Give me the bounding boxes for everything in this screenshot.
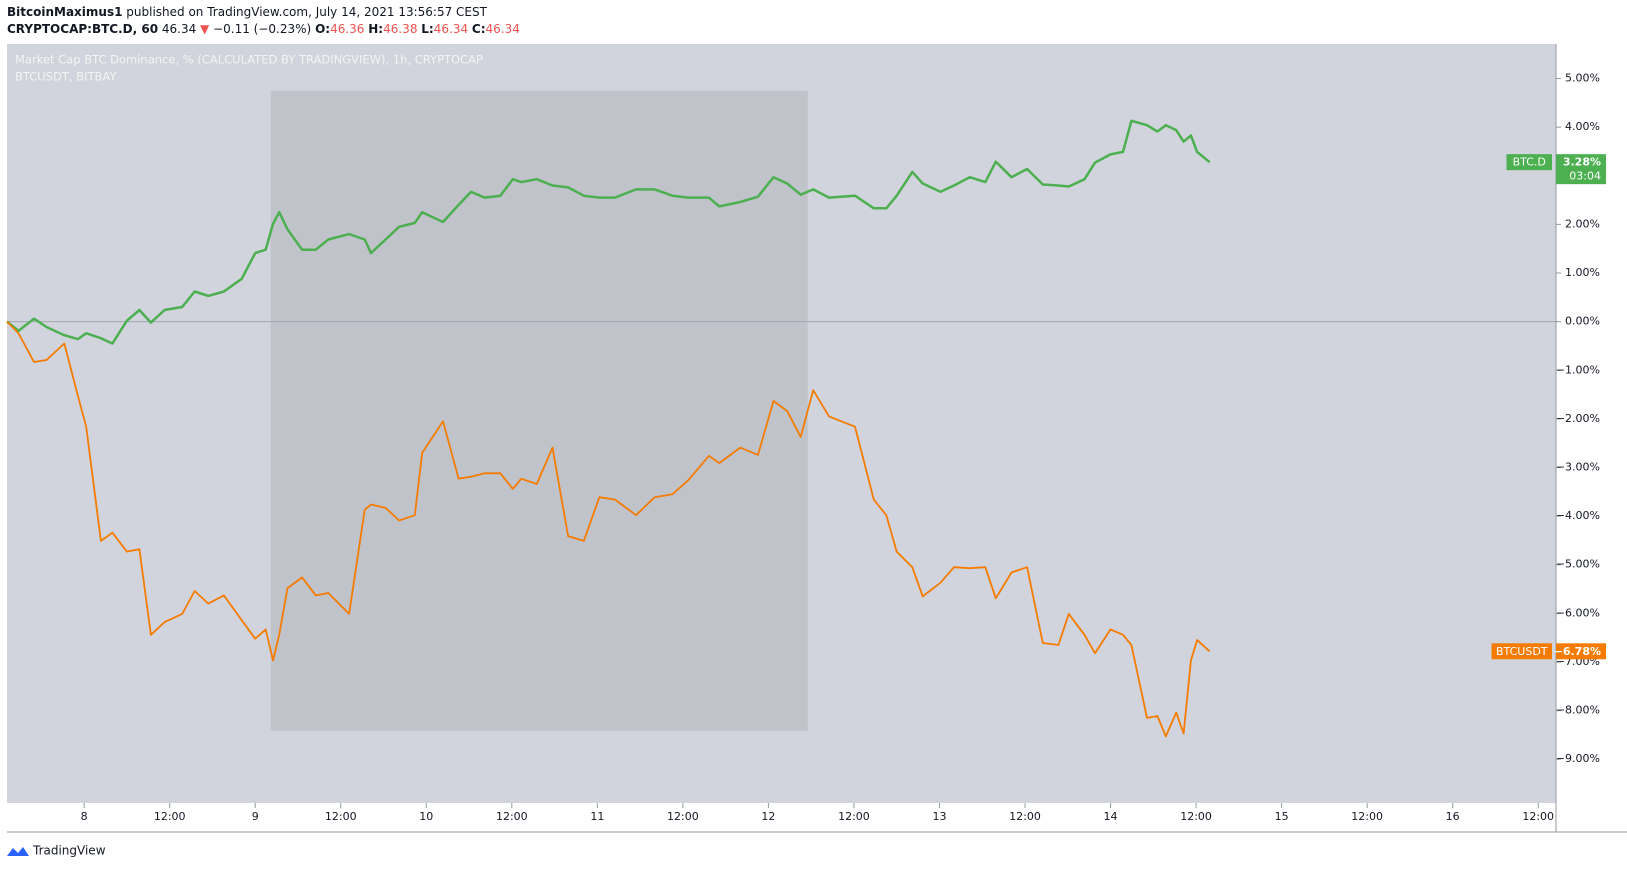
y-tick-label: −8.00% — [1556, 704, 1600, 717]
series-line — [6, 119, 1211, 345]
name-badge-text: BTC.D — [1513, 156, 1546, 169]
ohlc-label: H: — [368, 22, 383, 36]
y-tick-label: 1.00% — [1565, 266, 1600, 279]
header-line: BitcoinMaximus1 published on TradingView… — [7, 5, 488, 19]
ohlc-value: 46.36 — [330, 22, 364, 36]
down-arrow: ▼ — [196, 22, 213, 36]
x-tick-label: 10 — [419, 810, 433, 823]
x-tick-label: 12:00 — [1351, 810, 1383, 823]
series-line — [6, 320, 1211, 738]
price-badge — [1556, 154, 1606, 185]
y-tick-label: 2.00% — [1565, 217, 1600, 230]
author: BitcoinMaximus1 — [7, 5, 122, 19]
published: published on TradingView.com, July 14, 2… — [126, 5, 487, 19]
symbol: CRYPTOCAP:BTC.D, 60 — [7, 22, 158, 36]
x-tick-label: 16 — [1446, 810, 1460, 823]
x-tick-label: 12:00 — [325, 810, 357, 823]
footer-logo — [7, 847, 29, 856]
y-tick-label: −4.00% — [1556, 509, 1600, 522]
x-tick-label: 12:00 — [496, 810, 528, 823]
x-tick-label: 14 — [1104, 810, 1118, 823]
x-tick-label: 12:00 — [667, 810, 699, 823]
x-tick-label: 12 — [761, 810, 775, 823]
ohlc: O:46.36 H:46.38 L:46.34 C:46.34 — [315, 22, 520, 36]
ohlc-value: 46.34 — [486, 22, 520, 36]
x-tick-label: 12:00 — [1009, 810, 1041, 823]
x-tick-label: 12:00 — [838, 810, 870, 823]
y-tick-label: −2.00% — [1556, 412, 1600, 425]
y-tick-label: −1.00% — [1556, 363, 1600, 376]
y-tick-label: −3.00% — [1556, 461, 1600, 474]
x-tick-label: 8 — [81, 810, 88, 823]
name-badge — [1506, 154, 1552, 171]
price-badge-text: 3.28% — [1563, 156, 1601, 169]
name-badge-text: BTCUSDT — [1496, 645, 1548, 658]
x-tick-label: 12:00 — [1180, 810, 1212, 823]
legend-line: Market Cap BTC Dominance, % (CALCULATED … — [15, 53, 483, 67]
y-tick-label: −9.00% — [1556, 752, 1600, 765]
x-tick-label: 13 — [932, 810, 946, 823]
shaded-region — [270, 90, 808, 731]
footer-brand: TradingView — [32, 844, 106, 858]
symbol-line: CRYPTOCAP:BTC.D, 60 46.34 ▼ −0.11 (−0.23… — [7, 22, 520, 36]
name-badge — [1491, 643, 1552, 660]
y-tick-label: −6.00% — [1556, 606, 1600, 619]
y-tick-label: −5.00% — [1556, 558, 1600, 571]
ohlc-value: 46.38 — [383, 22, 417, 36]
legend-line: BTCUSDT, BITBAY — [15, 70, 117, 84]
x-tick-label: 11 — [590, 810, 604, 823]
price-badge — [1556, 643, 1606, 660]
change: −0.11 (−0.23%) — [213, 22, 311, 36]
y-tick-label: 0.00% — [1565, 315, 1600, 328]
y-tick-label: 5.00% — [1565, 72, 1600, 85]
countdown: 03:04 — [1569, 170, 1601, 183]
y-tick-label: 4.00% — [1565, 120, 1600, 133]
ohlc-value: 46.34 — [434, 22, 468, 36]
x-tick-label: 9 — [252, 810, 259, 823]
price-badge-text: −6.78% — [1554, 645, 1601, 658]
x-tick-label: 12:00 — [1522, 810, 1554, 823]
last: 46.34 — [162, 22, 196, 36]
ohlc-label: O: — [315, 22, 330, 36]
x-tick-label: 15 — [1275, 810, 1289, 823]
ohlc-label: C: — [472, 22, 486, 36]
ohlc-label: L: — [421, 22, 433, 36]
x-tick-label: 12:00 — [154, 810, 186, 823]
